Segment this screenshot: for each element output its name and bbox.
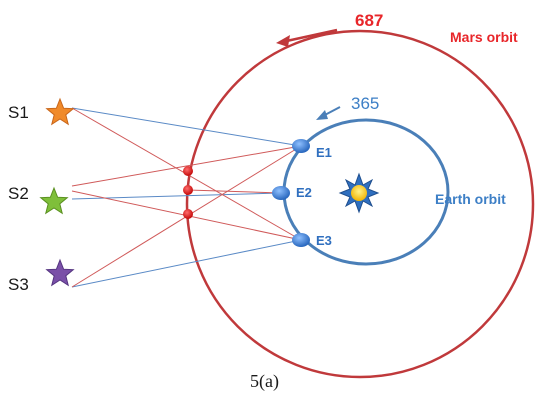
figure-caption: 5(a) (250, 371, 279, 392)
sight-line-s2-e1 (71, 145, 302, 187)
earth-dot-e2 (272, 186, 290, 200)
mars-direction-arrow (276, 28, 338, 47)
mars-dot-2 (183, 185, 193, 195)
sight-line-s3-e3 (71, 239, 302, 288)
earth-direction-arrow (316, 106, 341, 120)
star-label-s3: S3 (8, 275, 29, 294)
earth-label-e1: E1 (316, 145, 332, 160)
earth-positions: E1 E2 E3 (272, 139, 332, 248)
mars-positions (183, 166, 193, 219)
star-label-s1: S1 (8, 103, 29, 122)
mars-dot-1 (183, 166, 193, 176)
star-label-s2: S2 (8, 184, 29, 203)
sight-line-s1-e1 (71, 107, 302, 147)
earth-dot-e1 (292, 139, 310, 153)
earth-label-e3: E3 (316, 233, 332, 248)
sight-line-mars-e2 (187, 189, 282, 194)
earth-label-e2: E2 (296, 185, 312, 200)
sun-icon (338, 172, 380, 214)
star-s2-icon (39, 186, 69, 215)
star-s3-icon (45, 258, 75, 287)
earth-period: 365 (351, 94, 379, 113)
earth-orbit-label: Earth orbit (435, 191, 506, 207)
earth-dot-e3 (292, 233, 310, 247)
star-s1-icon (45, 97, 75, 126)
mars-orbit-label: Mars orbit (450, 29, 518, 45)
mars-dot-3 (183, 209, 193, 219)
mars-period: 687 (355, 11, 383, 30)
mars-orbit-ring (185, 29, 535, 379)
